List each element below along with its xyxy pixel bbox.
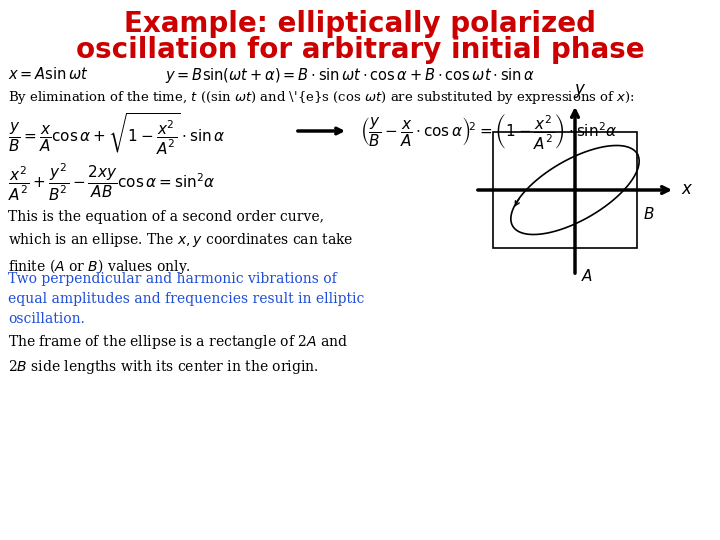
Text: This is the equation of a second order curve,
which is an ellipse. The $x,y$ coo: This is the equation of a second order c… — [8, 210, 354, 276]
Text: $y$: $y$ — [574, 82, 586, 100]
Text: $\dfrac{x^2}{A^2} + \dfrac{y^2}{B^2} - \dfrac{2xy}{AB}\cos\alpha = \sin^2\!\alph: $\dfrac{x^2}{A^2} + \dfrac{y^2}{B^2} - \… — [8, 162, 215, 203]
Text: Two perpendicular and harmonic vibrations of
equal amplitudes and frequencies re: Two perpendicular and harmonic vibration… — [8, 272, 364, 326]
Text: The frame of the ellipse is a rectangle of 2$A$ and
2$B$ side lengths with its c: The frame of the ellipse is a rectangle … — [8, 333, 348, 376]
Text: $x = A\sin\omega t$: $x = A\sin\omega t$ — [8, 66, 89, 82]
Text: oscillation for arbitrary initial phase: oscillation for arbitrary initial phase — [76, 36, 644, 64]
Bar — [493, 132, 637, 248]
Text: $B$: $B$ — [643, 206, 654, 222]
Text: $\dfrac{y}{B} = \dfrac{x}{A}\cos\alpha + \sqrt{1-\dfrac{x^2}{A^2}}\cdot\sin\alph: $\dfrac{y}{B} = \dfrac{x}{A}\cos\alpha +… — [8, 112, 226, 157]
Text: $x$: $x$ — [681, 181, 693, 199]
Text: $y = B\sin(\omega t + \alpha) = B\cdot\sin\omega t\cdot\cos\alpha + B\cdot\cos\o: $y = B\sin(\omega t + \alpha) = B\cdot\s… — [165, 66, 535, 85]
Text: By elimination of the time, $t$ ((sin $\omega t$) and \'{e}s (cos $\omega t$) ar: By elimination of the time, $t$ ((sin $\… — [8, 89, 635, 106]
Text: $A$: $A$ — [581, 268, 593, 284]
Text: $\left(\dfrac{y}{B} - \dfrac{x}{A}\cdot\cos\alpha\right)^{\!2} = \left(1 - \dfra: $\left(\dfrac{y}{B} - \dfrac{x}{A}\cdot\… — [360, 112, 617, 151]
Text: Example: elliptically polarized: Example: elliptically polarized — [124, 10, 596, 38]
